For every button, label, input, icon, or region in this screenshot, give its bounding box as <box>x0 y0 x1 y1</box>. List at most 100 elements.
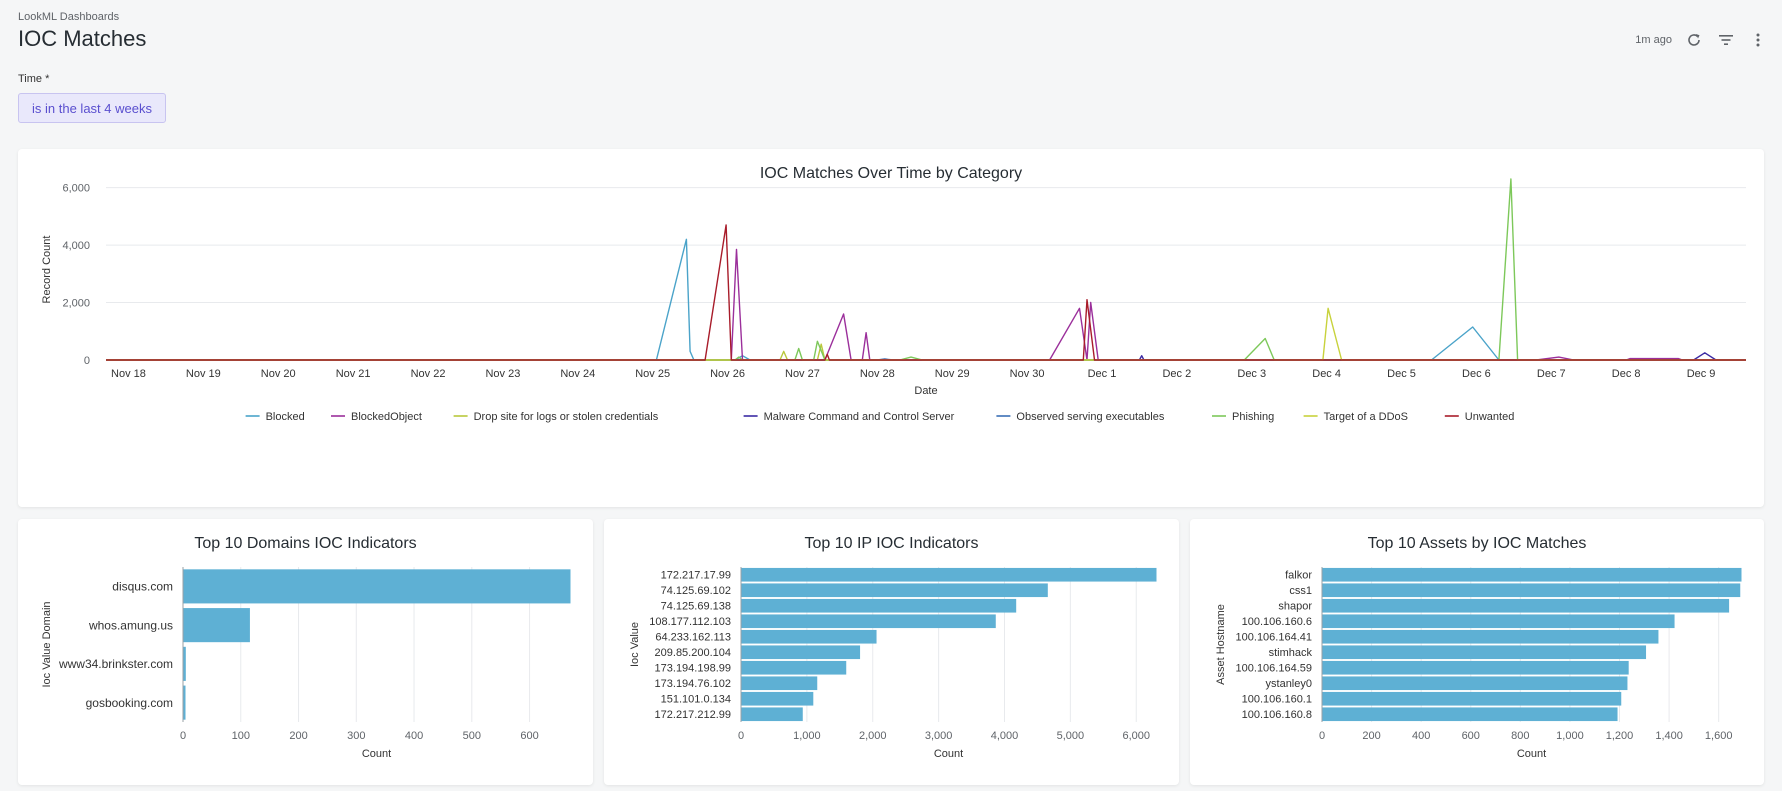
dashboard-controls: 1m ago <box>1635 30 1768 50</box>
last-updated-label: 1m ago <box>1635 34 1672 46</box>
category-label: 173.194.198.99 <box>655 663 731 675</box>
bar[interactable] <box>1322 707 1618 722</box>
y-axis-title: Ioc Value Domain <box>41 601 53 687</box>
category-label: stimhack <box>1269 647 1313 659</box>
bar[interactable] <box>741 614 996 629</box>
x-tick-label: 400 <box>405 730 423 742</box>
series-line[interactable] <box>106 224 1746 361</box>
time-filter-label: Time * <box>18 73 50 85</box>
x-tick-label: 200 <box>1362 730 1380 742</box>
x-tick-label: Dec 7 <box>1537 368 1566 380</box>
x-tick-label: 2,000 <box>859 730 887 742</box>
chart-title: IOC Matches Over Time by Category <box>759 165 1023 182</box>
x-tick-label: Dec 1 <box>1088 368 1117 380</box>
bar[interactable] <box>1322 660 1629 675</box>
x-tick-label: Nov 20 <box>261 368 296 380</box>
assets-chart-tile: Top 10 Assets by IOC Matches 0 200 400 600 8… <box>1190 519 1764 785</box>
x-tick-label: Dec 8 <box>1612 368 1641 380</box>
x-tick-label: Nov 27 <box>785 368 820 380</box>
y-axis-title: Record Count <box>41 236 53 304</box>
category-label: css1 <box>1289 585 1312 597</box>
x-tick-label: 100 <box>232 730 250 742</box>
x-tick-label: Nov 21 <box>336 368 371 380</box>
x-tick-label: 0 <box>1319 730 1325 742</box>
legend-item[interactable]: Observed serving executables <box>1016 411 1164 423</box>
x-tick-label: Dec 5 <box>1387 368 1416 380</box>
bar[interactable] <box>1322 583 1741 598</box>
bar[interactable] <box>741 598 1017 613</box>
legend-item[interactable]: Malware Command and Control Server <box>764 411 955 423</box>
category-label: 100.106.160.6 <box>1242 616 1312 628</box>
bar[interactable] <box>741 676 818 691</box>
x-tick-label: 1,400 <box>1655 730 1683 742</box>
legend-item[interactable]: Target of a DDoS <box>1324 411 1408 423</box>
bar[interactable] <box>741 629 877 644</box>
bar[interactable] <box>741 691 814 706</box>
bar[interactable] <box>183 569 571 604</box>
category-label: 74.125.69.138 <box>661 601 731 613</box>
bar[interactable] <box>741 583 1048 598</box>
x-tick-label: 4,000 <box>991 730 1019 742</box>
x-tick-label: Nov 22 <box>411 368 446 380</box>
bar[interactable] <box>1322 676 1628 691</box>
breadcrumb[interactable]: LookML Dashboards <box>18 11 120 23</box>
filter-icon[interactable] <box>1716 30 1736 50</box>
x-tick-label: 6,000 <box>1122 730 1150 742</box>
category-label: 172.217.17.99 <box>661 570 731 582</box>
category-label: ystanley0 <box>1266 678 1312 690</box>
x-tick-label: 1,000 <box>1556 730 1584 742</box>
bar[interactable] <box>1322 567 1742 582</box>
bar[interactable] <box>183 608 250 643</box>
bar[interactable] <box>741 567 1157 582</box>
category-label: 100.106.164.59 <box>1236 663 1312 675</box>
legend-item[interactable]: BlockedObject <box>351 411 422 423</box>
chart-title: Top 10 Assets by IOC Matches <box>1367 535 1587 552</box>
x-tick-label: Nov 26 <box>710 368 745 380</box>
bar[interactable] <box>1322 614 1675 629</box>
legend-item[interactable]: Blocked <box>266 411 305 423</box>
series-line[interactable] <box>106 178 1746 361</box>
legend-item[interactable]: Unwanted <box>1465 411 1515 423</box>
category-label: disqus.com <box>112 580 173 594</box>
category-label: www34.brinkster.com <box>58 657 173 671</box>
bar[interactable] <box>741 660 847 675</box>
bar[interactable] <box>1322 629 1659 644</box>
bar[interactable] <box>1322 645 1647 660</box>
y-tick-label: 0 <box>84 355 90 367</box>
x-tick-label: 1,600 <box>1705 730 1733 742</box>
bar[interactable] <box>183 685 186 720</box>
domains-bar-chart: 0 100 200 300 400 500 600 disqus.com whos.amung.… <box>41 567 571 760</box>
x-tick-label: Nov 29 <box>935 368 970 380</box>
x-tick-label: 5,000 <box>1057 730 1085 742</box>
line-chart-tile: IOC Matches Over Time by Category 0 2,000… <box>18 149 1764 507</box>
x-tick-label: Nov 25 <box>635 368 670 380</box>
x-tick-label: Dec 3 <box>1237 368 1266 380</box>
legend-item[interactable]: Phishing <box>1232 411 1274 423</box>
x-axis-title: Count <box>362 748 391 760</box>
category-label: 100.106.160.1 <box>1242 694 1312 706</box>
x-tick-label: Dec 4 <box>1312 368 1341 380</box>
x-tick-label: 0 <box>738 730 744 742</box>
chart-title: Top 10 IP IOC Indicators <box>804 535 979 552</box>
bar[interactable] <box>741 645 861 660</box>
more-options-icon[interactable] <box>1748 30 1768 50</box>
ip-bar-chart: 0 1,000 2,000 3,000 4,000 5,000 6,000 172.217.1… <box>629 567 1157 760</box>
x-tick-label: Nov 30 <box>1010 368 1045 380</box>
y-tick-label: 2,000 <box>62 298 90 310</box>
y-tick-label: 6,000 <box>62 183 90 195</box>
bar[interactable] <box>1322 691 1622 706</box>
refresh-icon[interactable] <box>1684 30 1704 50</box>
category-label: 100.106.160.8 <box>1242 709 1312 721</box>
category-label: 173.194.76.102 <box>655 678 731 690</box>
bar[interactable] <box>1322 598 1730 613</box>
chart-title: Top 10 Domains IOC Indicators <box>194 535 417 552</box>
x-tick-label: Dec 9 <box>1687 368 1716 380</box>
bar[interactable] <box>183 646 186 681</box>
time-filter-chip[interactable]: is in the last 4 weeks <box>18 93 166 123</box>
x-tick-label: Nov 23 <box>485 368 520 380</box>
x-axis-title: Count <box>934 748 963 760</box>
x-tick-label: Nov 28 <box>860 368 895 380</box>
legend-item[interactable]: Drop site for logs or stolen credentials <box>474 411 659 423</box>
bar[interactable] <box>741 707 803 722</box>
category-label: 100.106.164.41 <box>1236 632 1312 644</box>
